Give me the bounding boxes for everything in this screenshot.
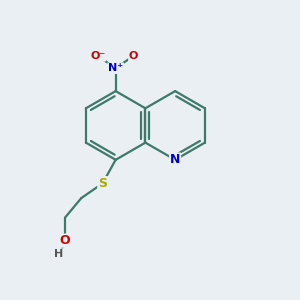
Text: S: S [98,177,107,190]
Text: O: O [129,51,138,61]
Text: O⁻: O⁻ [90,51,105,61]
Text: H: H [54,249,64,259]
Text: O: O [60,234,70,247]
Text: N: N [170,153,180,166]
Text: N⁺: N⁺ [108,63,123,73]
